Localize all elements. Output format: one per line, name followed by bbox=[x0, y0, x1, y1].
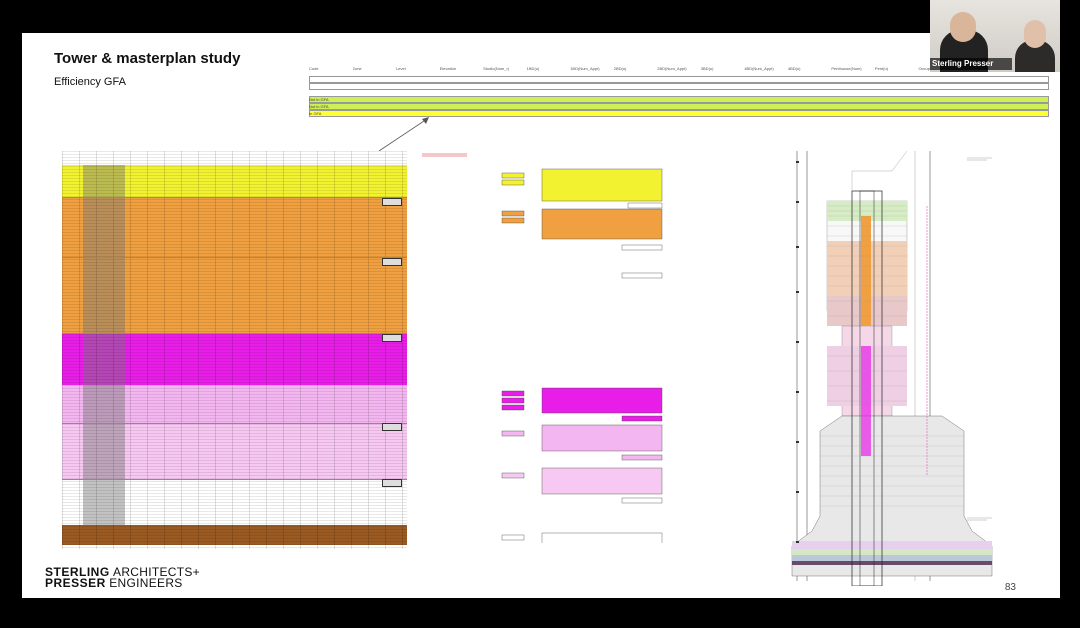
row-marker bbox=[382, 479, 402, 487]
band-white bbox=[62, 479, 407, 525]
slide-title: Tower & masterplan study bbox=[54, 50, 241, 67]
band-yellow bbox=[62, 165, 407, 197]
row-marker bbox=[382, 334, 402, 342]
summary-table-row bbox=[309, 110, 1049, 117]
summary-row-labels: Not in GFA Not in GFA In GFA bbox=[309, 96, 329, 117]
separator bbox=[62, 333, 407, 334]
col-header: Penthouse(Num) bbox=[831, 66, 862, 71]
summary-table-row bbox=[309, 76, 1049, 83]
logo-word: ARCHITECTS+ bbox=[113, 565, 200, 579]
col-header: 2BD(Num_Appt) bbox=[657, 66, 687, 71]
separator bbox=[62, 479, 407, 480]
col-header: Pent(u) bbox=[874, 66, 889, 71]
slide-subtitle: Efficiency GFA bbox=[54, 76, 126, 88]
col-header: 3BD(u) bbox=[700, 66, 714, 71]
row-marker bbox=[382, 198, 402, 206]
row-label: Not in GFA bbox=[309, 97, 329, 102]
video-thumbnail[interactable]: Sterling Presser bbox=[930, 0, 1060, 72]
tower-section-drawing bbox=[791, 150, 993, 586]
summary-table-row bbox=[309, 83, 1049, 90]
pointer-arrow-icon bbox=[378, 117, 429, 152]
col-header: Level bbox=[396, 66, 406, 71]
row-label: Not in GFA bbox=[309, 104, 329, 109]
sheet-note bbox=[422, 153, 467, 157]
col-header: Elevation bbox=[439, 66, 457, 71]
row-label: In GFA bbox=[309, 111, 322, 116]
band-pink bbox=[62, 385, 407, 423]
col-header: 2BD(u) bbox=[613, 66, 627, 71]
col-header: 1BD(Num_Appt) bbox=[570, 66, 600, 71]
col-header: Studio(Num_r) bbox=[483, 66, 510, 71]
zone-summary-tables bbox=[501, 168, 663, 543]
separator bbox=[62, 423, 407, 424]
gfa-spreadsheet bbox=[62, 151, 407, 549]
logo-word: STERLING bbox=[45, 565, 110, 579]
summary-table: Code Zone Level Elevation Studio(Num_r) … bbox=[309, 66, 1049, 118]
page-number: 83 bbox=[1004, 582, 1016, 593]
company-logo: STERLING ARCHITECTS+ PRESSER ENGINEERS bbox=[45, 565, 200, 590]
band-lightpink bbox=[62, 423, 407, 479]
separator bbox=[62, 197, 407, 198]
person-face bbox=[1024, 20, 1046, 48]
logo-word: PRESSER bbox=[45, 576, 106, 590]
band-magenta bbox=[62, 333, 407, 385]
row-marker bbox=[382, 258, 402, 266]
col-header: Occupation bbox=[918, 66, 939, 71]
summary-table-row bbox=[309, 96, 1049, 103]
col-header: Code bbox=[309, 66, 319, 71]
logo-word: ENGINEERS bbox=[109, 576, 183, 590]
col-header: Zone bbox=[352, 66, 362, 71]
sheet-label-columns bbox=[83, 165, 125, 525]
presentation-slide: Tower & masterplan study Efficiency GFA … bbox=[22, 33, 1060, 598]
col-header: 4BD(Num_Appt) bbox=[744, 66, 774, 71]
participant-label: Sterling Presser bbox=[930, 58, 1012, 70]
sheet-header-row bbox=[62, 151, 407, 166]
row-marker bbox=[382, 423, 402, 431]
separator bbox=[62, 257, 407, 258]
col-header: 1BD(u) bbox=[526, 66, 540, 71]
col-header: 4BD(u) bbox=[787, 66, 801, 71]
summary-table-row bbox=[309, 103, 1049, 110]
band-orange bbox=[62, 197, 407, 333]
person-face bbox=[950, 12, 976, 42]
band-brown bbox=[62, 525, 407, 545]
